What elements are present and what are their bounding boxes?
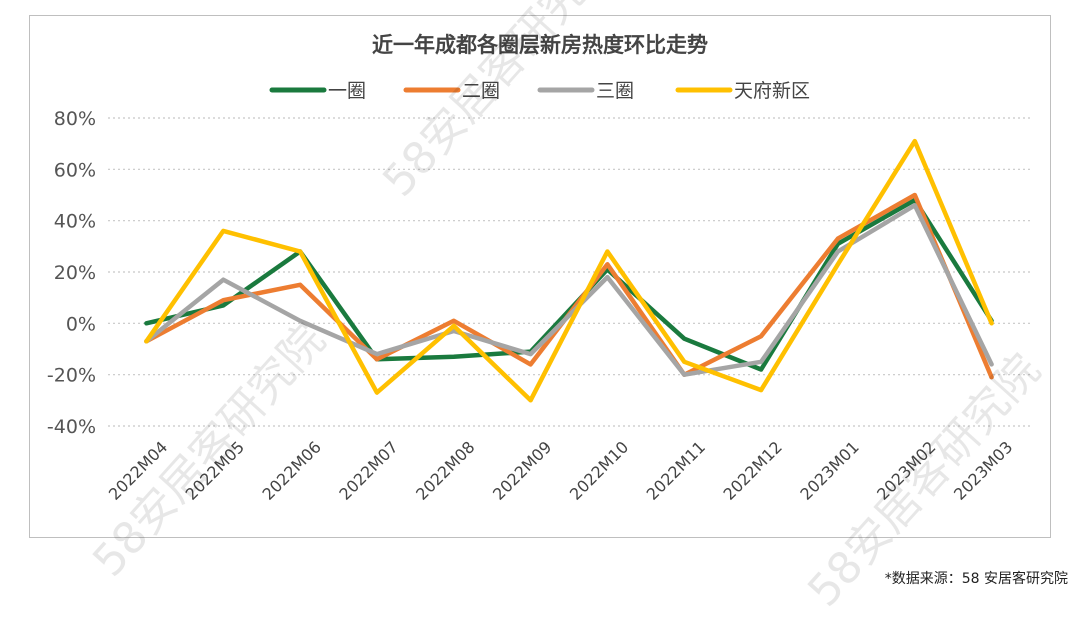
y-tick-label: 0% xyxy=(66,313,96,335)
legend-label: 三圈 xyxy=(596,80,634,102)
x-tick-label: 2022M04 xyxy=(105,437,171,503)
y-tick-label: 40% xyxy=(54,211,96,233)
chart-frame: 近一年成都各圈层新房热度环比走势 一圈 二圈 三圈 天府新区 80% 60% 40% 20%… xyxy=(29,15,1051,538)
series-line-4 xyxy=(144,138,994,403)
y-axis: 80% 60% 40% 20% 0% -20% -40% xyxy=(47,108,96,438)
x-tick-label: 2022M05 xyxy=(182,437,248,503)
legend-label: 天府新区 xyxy=(734,80,810,102)
y-tick-label: 20% xyxy=(54,262,96,284)
source-note: *数据来源：58 安居客研究院 xyxy=(884,571,1068,587)
chart-title: 近一年成都各圈层新房热度环比走势 xyxy=(372,33,708,57)
line-chart: 近一年成都各圈层新房热度环比走势 一圈 二圈 三圈 天府新区 80% 60% 40% 20%… xyxy=(47,33,1030,504)
legend-label: 一圈 xyxy=(328,80,366,102)
series-lines xyxy=(144,138,994,403)
x-tick-label: 2022M08 xyxy=(412,437,478,503)
x-tick-label: 2022M09 xyxy=(489,437,555,503)
legend: 一圈 二圈 三圈 天府新区 xyxy=(269,80,810,102)
gridlines xyxy=(108,117,1030,427)
y-tick-label: 80% xyxy=(54,108,96,130)
x-tick-label: 2023M02 xyxy=(873,437,939,503)
series-line-1 xyxy=(144,197,994,372)
y-tick-label: 60% xyxy=(54,159,96,181)
x-tick-label: 2022M12 xyxy=(720,437,786,503)
y-tick-label: -20% xyxy=(47,365,96,387)
x-tick-label: 2022M07 xyxy=(335,437,401,503)
x-tick-label: 2023M01 xyxy=(796,437,862,503)
legend-label: 二圈 xyxy=(462,80,500,102)
x-tick-label: 2023M03 xyxy=(950,437,1016,503)
x-tick-label: 2022M06 xyxy=(259,437,325,503)
x-tick-label: 2022M10 xyxy=(566,437,632,503)
y-tick-label: -40% xyxy=(47,416,96,438)
x-axis: 2022M04 2022M05 2022M06 2022M07 2022M08 2022M… xyxy=(105,437,1017,503)
x-tick-label: 2022M11 xyxy=(643,437,709,503)
